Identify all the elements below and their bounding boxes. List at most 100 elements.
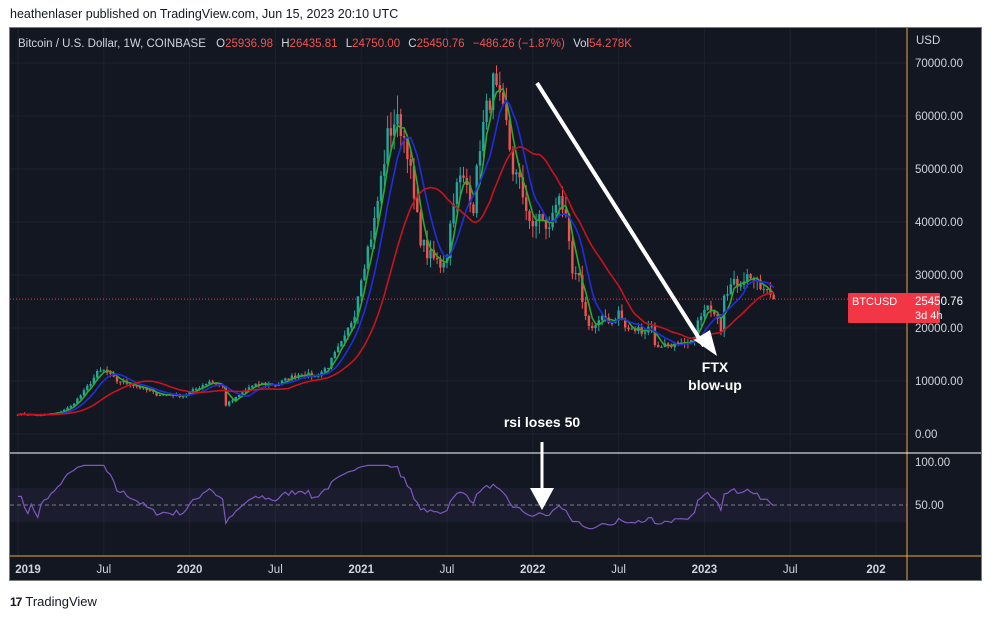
ma-line-ma_slow [17,145,774,416]
candle [485,93,488,130]
candle [122,378,125,385]
candle [208,379,211,385]
candle [544,215,548,240]
candle [650,321,653,334]
publisher-header: heathenlaser published on TradingView.co… [10,7,399,21]
candle [468,175,472,213]
candle [356,296,360,324]
rsi-arrow-head [530,488,554,510]
candle [699,312,703,327]
candle [551,205,554,231]
close-value: 25450.76 [417,38,465,50]
time-tick-label: Jul [783,564,798,576]
time-tick-label: 2019 [15,564,41,576]
candle [422,239,426,252]
candle [389,112,393,151]
candle [627,324,630,332]
time-tick-label: Jul [268,564,283,576]
open-label: O [216,38,225,50]
candle [294,372,297,381]
low-label: L [346,38,353,50]
candle [119,381,122,386]
candle [538,210,541,234]
candle [290,373,294,382]
downtrend-arrow-shaft [535,81,706,348]
symbol-name: Bitcoin / U.S. Dollar, 1W, COINBASE [18,38,206,50]
candle [254,383,257,387]
rsi-path [18,464,775,530]
candle [597,315,600,332]
candle [406,134,409,174]
candle [600,313,604,326]
candle [713,310,716,317]
candle [561,186,564,218]
candle [231,399,234,404]
close-label: C [408,38,416,50]
candle [709,300,713,318]
candle [548,216,551,238]
candle [399,108,402,149]
candle [534,213,538,239]
candle [660,345,663,348]
rsi-axis[interactable]: 100.00 50.00 [915,457,950,512]
candle [386,115,389,173]
candle [459,166,462,197]
candle [462,166,465,183]
time-axis[interactable]: 2019 Jul 2020 Jul 2021 Jul 2022 Jul 2023 Jul 202 [15,564,885,576]
candle [501,83,505,107]
last-price-symbol: BTCUSD [852,296,897,308]
candle [204,383,208,386]
last-price-value: 25450.76 [915,296,963,308]
candle [327,367,330,370]
time-tick-label: 202 [866,564,885,576]
price-axis[interactable]: 70000.00 60000.00 50000.00 40000.00 30000.00… [915,58,963,441]
candle [82,388,86,397]
candle [732,270,736,286]
chart-background [10,28,981,580]
candle [99,367,102,373]
rsi-tick-label: 100.00 [915,457,950,469]
candle [528,209,531,229]
candle [492,72,495,120]
time-tick-label: Jul [96,564,111,576]
time-tick-label: 2021 [348,564,374,576]
time-tick-label: 2020 [177,564,203,576]
volume-value: 54.278K [589,38,632,50]
candle [515,169,518,184]
candle [396,95,399,138]
candle [739,281,742,291]
candle [393,109,396,150]
candle [749,273,752,280]
ftx-annotation-line1: FTX [702,359,729,375]
time-tick-label: 2022 [520,564,546,576]
candle [511,146,515,182]
symbol-legend: Bitcoin / U.S. Dollar, 1W, COINBASE O259… [18,38,632,50]
candle [79,394,82,400]
candle [449,220,452,266]
candle [498,71,501,101]
grid [10,28,907,556]
candle [772,292,775,300]
candle [360,278,363,302]
candle [333,350,336,359]
candle [478,140,482,180]
candle [482,109,485,158]
tradingview-footer[interactable]: 17 TradingView [10,594,97,609]
candle [442,255,445,273]
candle [488,98,492,113]
candle [416,186,419,213]
price-tick-label: 0.00 [915,429,937,441]
candle [657,341,660,348]
open-value: 25936.98 [225,38,273,50]
candle [729,277,732,296]
btc-weekly-chart[interactable]: 70000.00 60000.00 50000.00 40000.00 30000.00… [10,28,981,580]
candle [379,171,383,205]
candle [435,252,439,265]
annotation-arrows [530,81,717,510]
chart-frame[interactable]: 70000.00 60000.00 50000.00 40000.00 30000.00… [9,27,982,581]
candle [472,202,475,216]
low-value: 24750.00 [352,38,400,50]
candle [363,264,366,281]
last-price-tag[interactable] [848,293,940,323]
downtrend-arrow-head [694,330,717,356]
